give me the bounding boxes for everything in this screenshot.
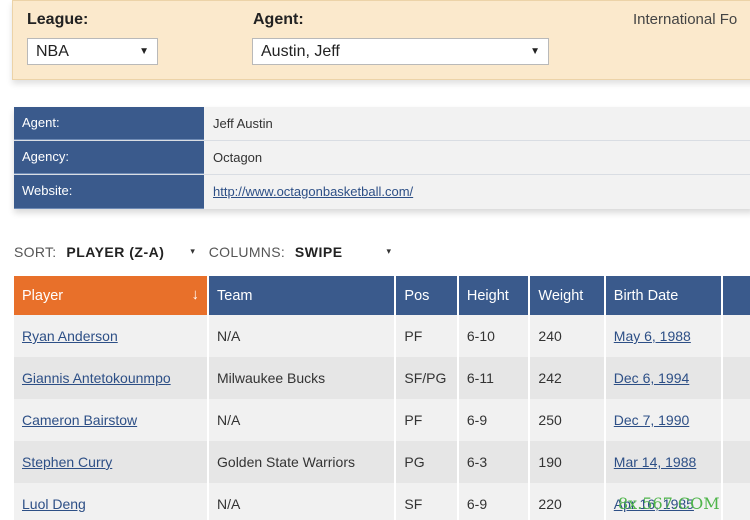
birth-date-cell: May 6, 1988: [604, 315, 724, 357]
table-header-row: Player ↓ Team Pos Height Weight Birth Da…: [14, 276, 750, 315]
league-select[interactable]: NBA ▼: [27, 38, 158, 65]
column-header-height[interactable]: Height: [457, 276, 531, 315]
weight-cell: 250: [529, 399, 606, 441]
player-cell: Luol Deng: [14, 483, 210, 520]
birth-date-cell: Dec 7, 1990: [604, 399, 724, 441]
columns-select[interactable]: SWIPE: [294, 244, 343, 260]
chevron-down-icon: ▼: [139, 46, 149, 57]
weight-cell: 220: [529, 483, 606, 520]
table-row: Giannis Antetokounmpo Milwaukee Bucks SF/P…: [14, 357, 750, 399]
agent-info-value: Jeff Austin: [204, 107, 750, 140]
column-header-more: [722, 276, 750, 315]
column-header-weight[interactable]: Weight: [529, 276, 606, 315]
player-cell: Stephen Curry: [14, 441, 210, 483]
height-cell: 6-10: [457, 315, 531, 357]
agency-website-link[interactable]: http://www.octagonbasketball.com/: [213, 184, 414, 199]
weight-cell: 242: [529, 357, 606, 399]
birth-date-link[interactable]: Dec 7, 1990: [613, 412, 690, 428]
sort-select[interactable]: PLAYER (Z-A): [66, 244, 165, 260]
height-cell: 6-9: [457, 483, 531, 520]
overflow-cell: [722, 441, 750, 483]
players-table: Player ↓ Team Pos Height Weight Birth Da…: [14, 276, 750, 520]
birth-date-link[interactable]: Dec 6, 1994: [613, 370, 690, 386]
pos-cell: PF: [395, 399, 459, 441]
height-cell: 6-3: [457, 441, 531, 483]
agent-info-key: Agent:: [14, 107, 204, 140]
team-cell: Milwaukee Bucks: [208, 357, 397, 399]
column-header-player[interactable]: Player ↓: [14, 276, 210, 315]
pos-cell: SF/PG: [395, 357, 459, 399]
columns-label: COLUMNS:: [208, 244, 286, 260]
player-cell: Ryan Anderson: [14, 315, 210, 357]
filter-panel: League: NBA ▼ Agent: Austin, Jeff ▼ Inte…: [12, 0, 750, 80]
birth-date-link[interactable]: Apr 16, 1985: [613, 496, 694, 512]
weight-cell: 190: [529, 441, 606, 483]
agent-info-row: Agent: Jeff Austin: [14, 107, 750, 141]
agent-info-table: Agent: Jeff Austin Agency: Octagon Websi…: [14, 107, 750, 209]
table-row: Cameron Bairstow N/A PF 6-9 250 Dec 7, 1990: [14, 399, 750, 441]
league-label: League:: [27, 11, 89, 28]
birth-date-cell: Apr 16, 1985: [604, 483, 724, 520]
agent-info-row: Website: http://www.octagonbasketball.co…: [14, 175, 750, 209]
pos-cell: PF: [395, 315, 459, 357]
table-row: Ryan Anderson N/A PF 6-10 240 May 6, 1988: [14, 315, 750, 357]
player-link[interactable]: Stephen Curry: [22, 454, 113, 470]
weight-cell: 240: [529, 315, 606, 357]
team-cell: Golden State Warriors: [208, 441, 397, 483]
height-cell: 6-9: [457, 399, 531, 441]
player-link[interactable]: Giannis Antetokounmpo: [22, 370, 171, 386]
international-filter-label: International Fo: [633, 11, 738, 28]
player-cell: Giannis Antetokounmpo: [14, 357, 210, 399]
agent-label: Agent:: [253, 11, 304, 28]
overflow-cell: [722, 357, 750, 399]
table-row: Luol Deng N/A SF 6-9 220 Apr 16, 1985: [14, 483, 750, 520]
sort-desc-arrow-icon: ↓: [191, 286, 200, 303]
pos-cell: PG: [395, 441, 459, 483]
player-link[interactable]: Ryan Anderson: [22, 328, 118, 344]
player-link[interactable]: Cameron Bairstow: [22, 412, 138, 428]
overflow-cell: [722, 399, 750, 441]
chevron-down-icon[interactable]: ▾: [190, 246, 195, 256]
pos-cell: SF: [395, 483, 459, 520]
agent-info-value: http://www.octagonbasketball.com/: [204, 175, 750, 209]
birth-date-link[interactable]: May 6, 1988: [613, 328, 691, 344]
league-select-value: NBA: [36, 43, 69, 60]
agent-info-key: Website:: [14, 175, 204, 209]
chevron-down-icon: ▼: [530, 46, 540, 57]
column-header-pos[interactable]: Pos: [395, 276, 459, 315]
agent-select-value: Austin, Jeff: [261, 43, 340, 60]
overflow-cell: [722, 315, 750, 357]
column-header-birth-date[interactable]: Birth Date: [604, 276, 724, 315]
sort-label: SORT:: [14, 244, 57, 260]
birth-date-cell: Dec 6, 1994: [604, 357, 724, 399]
agent-info-key: Agency:: [14, 141, 204, 174]
player-cell: Cameron Bairstow: [14, 399, 210, 441]
agent-info-row: Agency: Octagon: [14, 141, 750, 175]
chevron-down-icon[interactable]: ▾: [386, 246, 391, 256]
birth-date-link[interactable]: Mar 14, 1988: [613, 454, 697, 470]
birth-date-cell: Mar 14, 1988: [604, 441, 724, 483]
column-header-label: Player: [22, 287, 64, 304]
player-link[interactable]: Luol Deng: [22, 496, 86, 512]
height-cell: 6-11: [457, 357, 531, 399]
sort-bar: SORT: PLAYER (Z-A) ▾ COLUMNS: SWIPE ▾: [14, 244, 391, 260]
watermark: 8x.567.COM: [618, 494, 720, 513]
team-cell: N/A: [208, 399, 397, 441]
overflow-cell: [722, 483, 750, 520]
team-cell: N/A: [208, 483, 397, 520]
agent-info-value: Octagon: [204, 141, 750, 174]
column-header-team[interactable]: Team: [208, 276, 397, 315]
team-cell: N/A: [208, 315, 397, 357]
agent-select[interactable]: Austin, Jeff ▼: [252, 38, 549, 65]
table-row: Stephen Curry Golden State Warriors PG 6-3 1…: [14, 441, 750, 483]
